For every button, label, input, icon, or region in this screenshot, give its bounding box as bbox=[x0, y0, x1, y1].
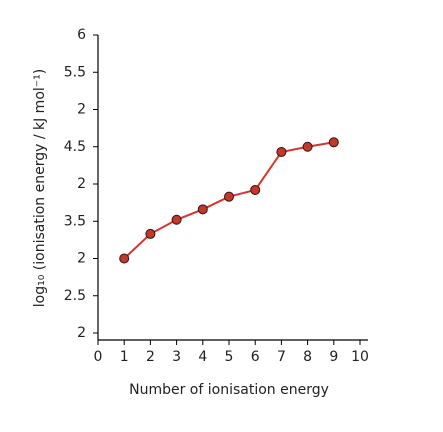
y-axis-label: log₁₀ (ionisation energy / kJ mol⁻¹) bbox=[32, 69, 48, 307]
marker bbox=[328, 137, 339, 148]
x-axis-label: Number of ionisation energy bbox=[129, 382, 329, 398]
x-tick-label: 3 bbox=[172, 349, 181, 365]
marker bbox=[302, 141, 313, 152]
y-tick-label: 2 bbox=[77, 176, 86, 192]
x-tick-label: 1 bbox=[120, 349, 129, 365]
x-tick-label: 9 bbox=[329, 349, 338, 365]
marker bbox=[250, 184, 261, 195]
y-tick-label: 2.5 bbox=[64, 288, 86, 304]
marker bbox=[224, 191, 234, 202]
y-tick-label: 2 bbox=[77, 251, 86, 267]
x-tick-label: 4 bbox=[198, 349, 207, 365]
x-tick-label: 2 bbox=[146, 349, 155, 365]
marker bbox=[276, 146, 287, 157]
x-tick-label: 10 bbox=[351, 349, 369, 365]
y-tick-label: 5.5 bbox=[64, 64, 86, 80]
y-tick-label: 2 bbox=[77, 102, 86, 118]
x-tick-label: 0 bbox=[94, 349, 103, 365]
x-tick-label: 7 bbox=[277, 349, 286, 365]
marker bbox=[171, 214, 182, 225]
marker bbox=[145, 228, 156, 239]
x-tick-label: 6 bbox=[251, 349, 260, 365]
y-tick-label: 2 bbox=[77, 325, 86, 341]
marker bbox=[119, 253, 130, 264]
x-tick-label: 5 bbox=[225, 349, 234, 365]
marker bbox=[197, 204, 208, 215]
y-tick-label: 4.5 bbox=[64, 139, 86, 155]
y-tick-label: 3.5 bbox=[64, 213, 86, 229]
y-tick-label: 6 bbox=[77, 27, 86, 43]
x-tick-label: 8 bbox=[303, 349, 312, 365]
